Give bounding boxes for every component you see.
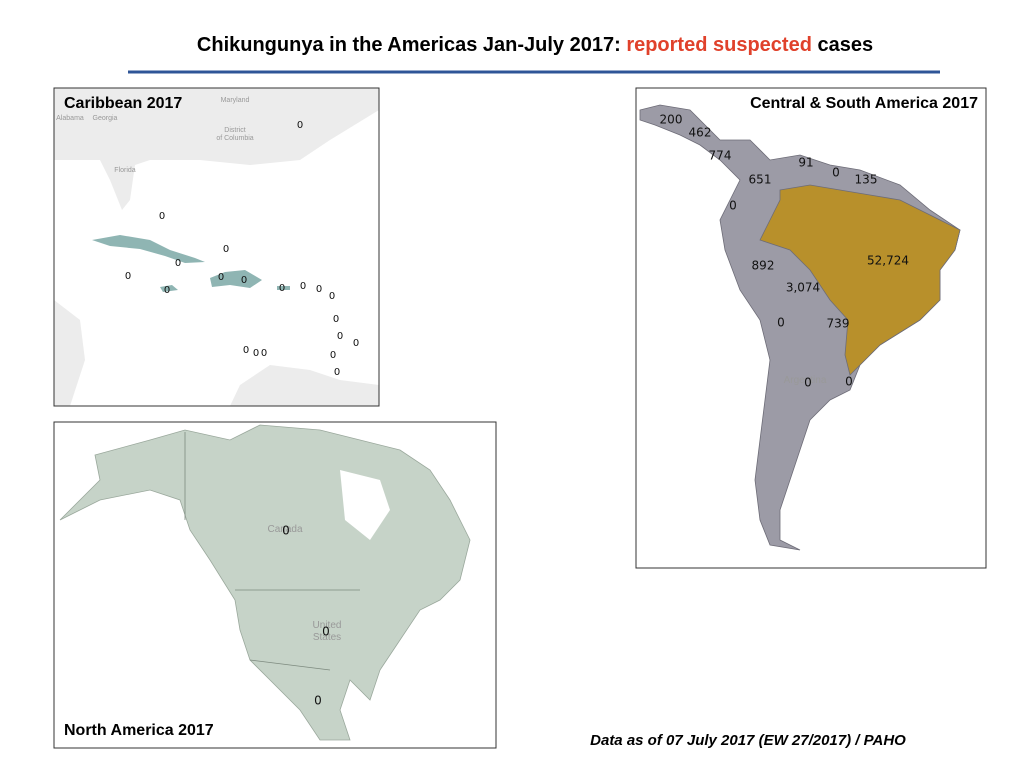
panel-frame [635,87,987,569]
case-label: 0 [125,271,131,282]
case-label: 0 [218,272,224,283]
case-label: 0 [314,694,322,708]
case-label: 0 [353,338,359,349]
case-label: 739 [827,317,850,331]
case-label: 462 [689,126,712,140]
case-label: 0 [337,331,343,342]
case-label: 52,724 [867,254,909,268]
hispaniola [210,270,262,288]
case-label: 0 [253,348,259,359]
footnote: Data as of 07 July 2017 (EW 27/2017) / P… [590,732,906,749]
slide-title: Chikungunya in the Americas Jan-July 201… [197,34,873,56]
case-label: 0 [333,314,339,325]
title-part: cases [812,34,873,56]
north-america-map: Canada United States [54,422,496,748]
case-label: 0 [164,285,170,296]
case-label: 0 [804,376,812,390]
case-label: 0 [832,166,840,180]
basemap-label: Maryland [221,97,250,104]
case-label: 0 [300,281,306,292]
case-label: 0 [297,120,303,131]
cuba [92,235,205,263]
caribbean-map: Maryland Alabama Georgia District of Col… [54,88,379,406]
case-label: 0 [845,375,853,389]
basemap-label: Canada [267,524,302,535]
case-label: 3,074 [786,281,820,295]
panel-title: North America 2017 [64,722,214,739]
case-label: 0 [777,316,785,330]
title-highlight: reported suspected [626,34,812,56]
case-label: 0 [159,211,165,222]
puerto-rico [277,286,290,290]
panel-frame [53,421,497,749]
jamaica [160,285,178,292]
case-label: 0 [282,524,290,538]
case-label: 0 [241,275,247,286]
south-america-labels: 200 462 774 91 0 135 651 0 892 52,724 3,074 0 739 0 0 [660,113,909,390]
north-america-labels: 0 0 0 [282,524,330,708]
hudson-bay [340,470,390,540]
panel-title: Caribbean 2017 [64,95,182,112]
case-label: 0 [279,283,285,294]
case-label: 91 [798,156,813,170]
case-label: 651 [749,173,772,187]
case-label: 135 [855,173,878,187]
land [230,365,379,406]
case-label: 0 [729,199,737,213]
panel-title: Central & South America 2017 [750,95,978,112]
basemap-label: of Columbia [216,135,253,142]
case-label: 0 [329,291,335,302]
basemap-label: States [313,632,341,643]
brazil [759,184,961,376]
basemap-label: District [224,127,245,134]
case-label: 0 [322,625,330,639]
case-label: 0 [334,367,340,378]
case-label: 774 [709,149,732,163]
title-part: Chikungunya in the Americas Jan-July 201… [197,34,626,56]
land [54,300,85,406]
case-label: 200 [660,113,683,127]
border [249,659,331,671]
basemap-label: United [313,620,342,631]
basemap-label: Georgia [93,115,118,122]
case-label: 0 [243,345,249,356]
case-label: 0 [223,244,229,255]
case-label: 0 [261,348,267,359]
south-america-map: Argentina [636,88,986,568]
case-label: 0 [330,350,336,361]
basemap-label: Florida [114,167,136,174]
case-label: 0 [316,284,322,295]
case-label: 0 [175,258,181,269]
case-label: 892 [752,259,775,273]
land [54,88,379,210]
basemap-label: Alabama [56,115,84,122]
basemap-label: Argentina [784,375,827,386]
panel-frame [53,87,380,407]
